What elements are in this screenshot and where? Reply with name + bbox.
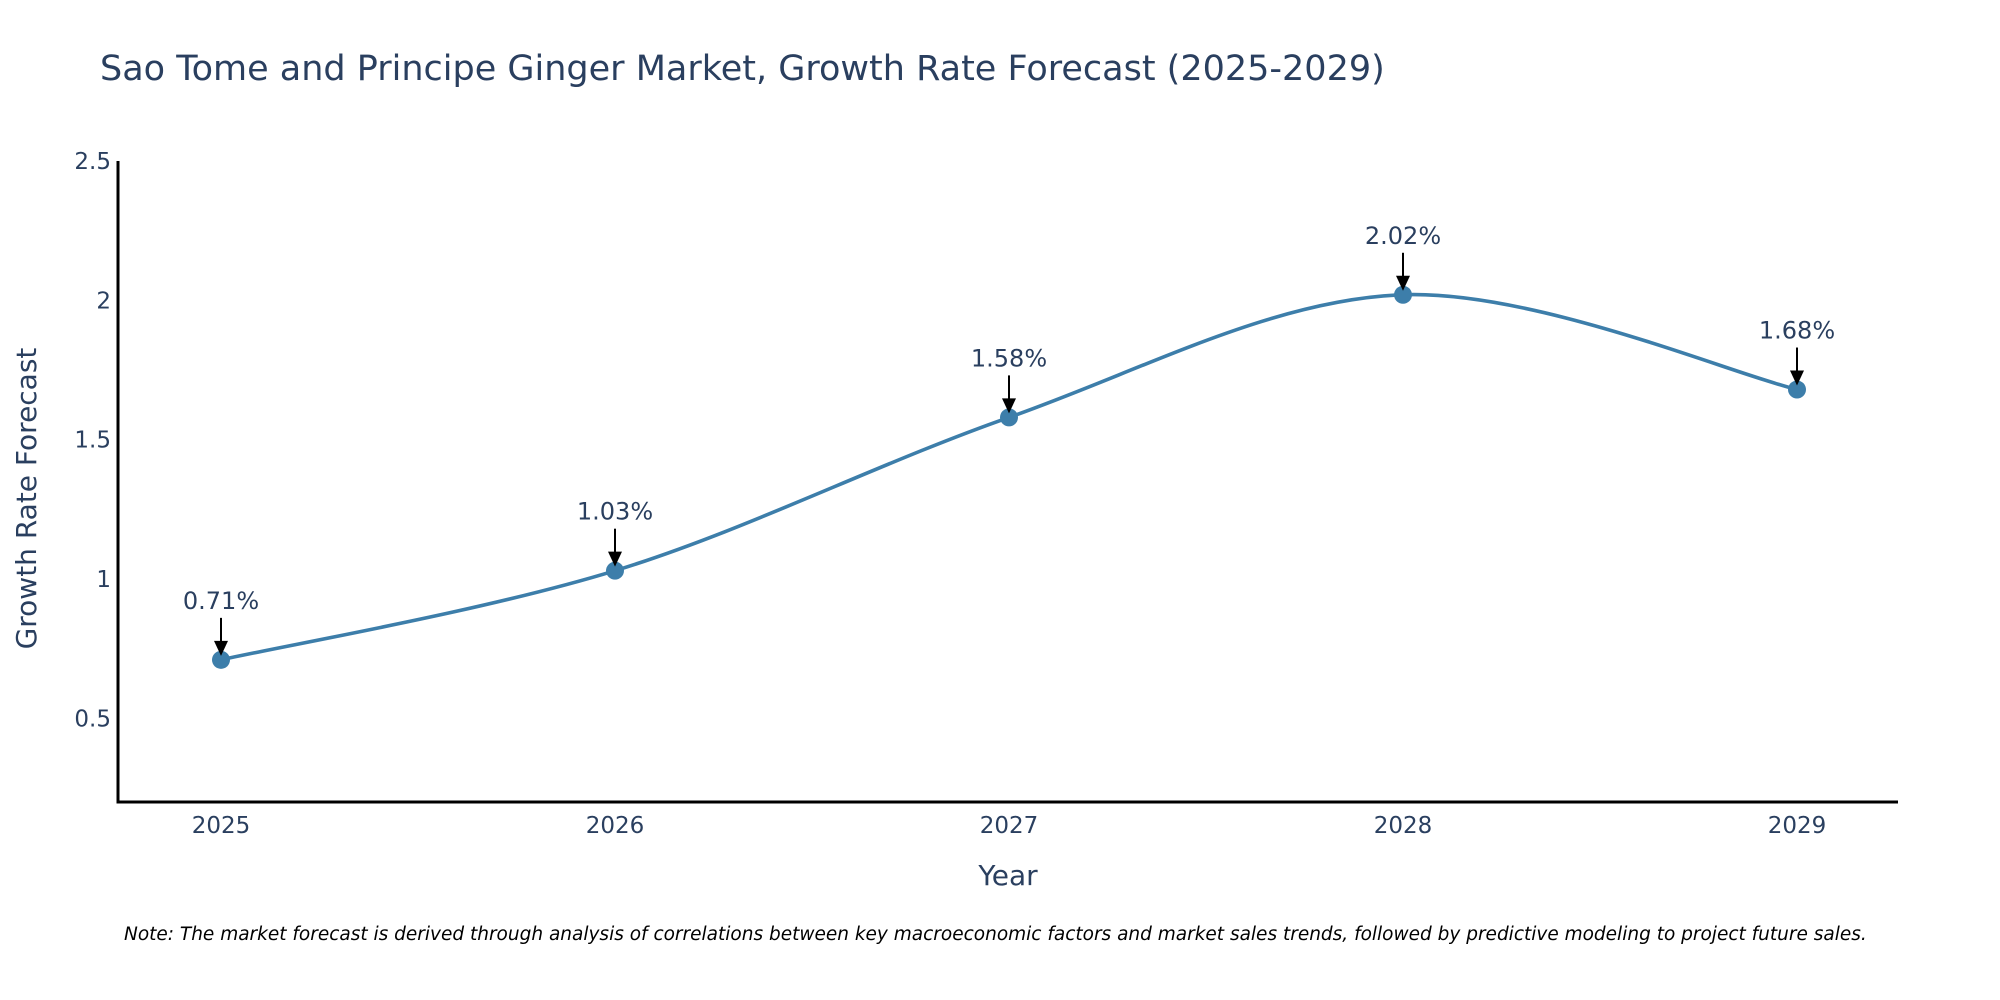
- y-axis-ticks: 0.5 1 1.5 2 2.5: [74, 149, 111, 732]
- data-point-2028[interactable]: [1394, 285, 1412, 304]
- x-tick-label: 2027: [980, 813, 1039, 839]
- x-tick-label: 2028: [1374, 813, 1433, 839]
- annotation-arrow-head: [1790, 370, 1804, 386]
- x-tick-label: 2026: [586, 813, 645, 839]
- y-tick-label: 0.5: [74, 706, 111, 732]
- data-point-2027[interactable]: [1000, 408, 1018, 427]
- annotation-arrow-head: [1002, 398, 1016, 414]
- chart-title: Sao Tome and Principe Ginger Market, Gro…: [100, 49, 1385, 89]
- annotation-arrow-head: [608, 551, 622, 567]
- y-tick-label: 2.5: [74, 149, 111, 175]
- data-point-2029[interactable]: [1788, 380, 1806, 399]
- y-tick-label: 1: [96, 567, 111, 593]
- x-tick-label: 2025: [192, 813, 251, 839]
- data-label-2029: 1.68%: [1759, 317, 1835, 345]
- data-label-2027: 1.58%: [971, 344, 1047, 372]
- y-tick-label: 1.5: [74, 428, 111, 454]
- data-label-annotations: 0.71% 1.03% 1.58% 2.02% 1.68%: [183, 222, 1835, 656]
- x-axis-ticks: 2025 2026 2027 2028 2029: [192, 813, 1827, 839]
- data-point-2026[interactable]: [606, 561, 624, 580]
- data-label-2025: 0.71%: [183, 587, 259, 615]
- y-axis-title: Growth Rate Forecast: [10, 348, 43, 650]
- x-tick-label: 2029: [1768, 813, 1827, 839]
- data-label-2026: 1.03%: [577, 498, 653, 526]
- y-tick-label: 2: [96, 288, 111, 314]
- annotation-arrow-head: [214, 640, 228, 656]
- annotation-arrow-head: [1396, 275, 1410, 291]
- x-axis-title: Year: [977, 859, 1038, 892]
- data-label-2028: 2.02%: [1365, 222, 1441, 250]
- chart-note: Note: The market forecast is derived thr…: [124, 924, 1867, 945]
- series-growth-rate: [212, 285, 1806, 669]
- data-point-2025[interactable]: [212, 650, 230, 669]
